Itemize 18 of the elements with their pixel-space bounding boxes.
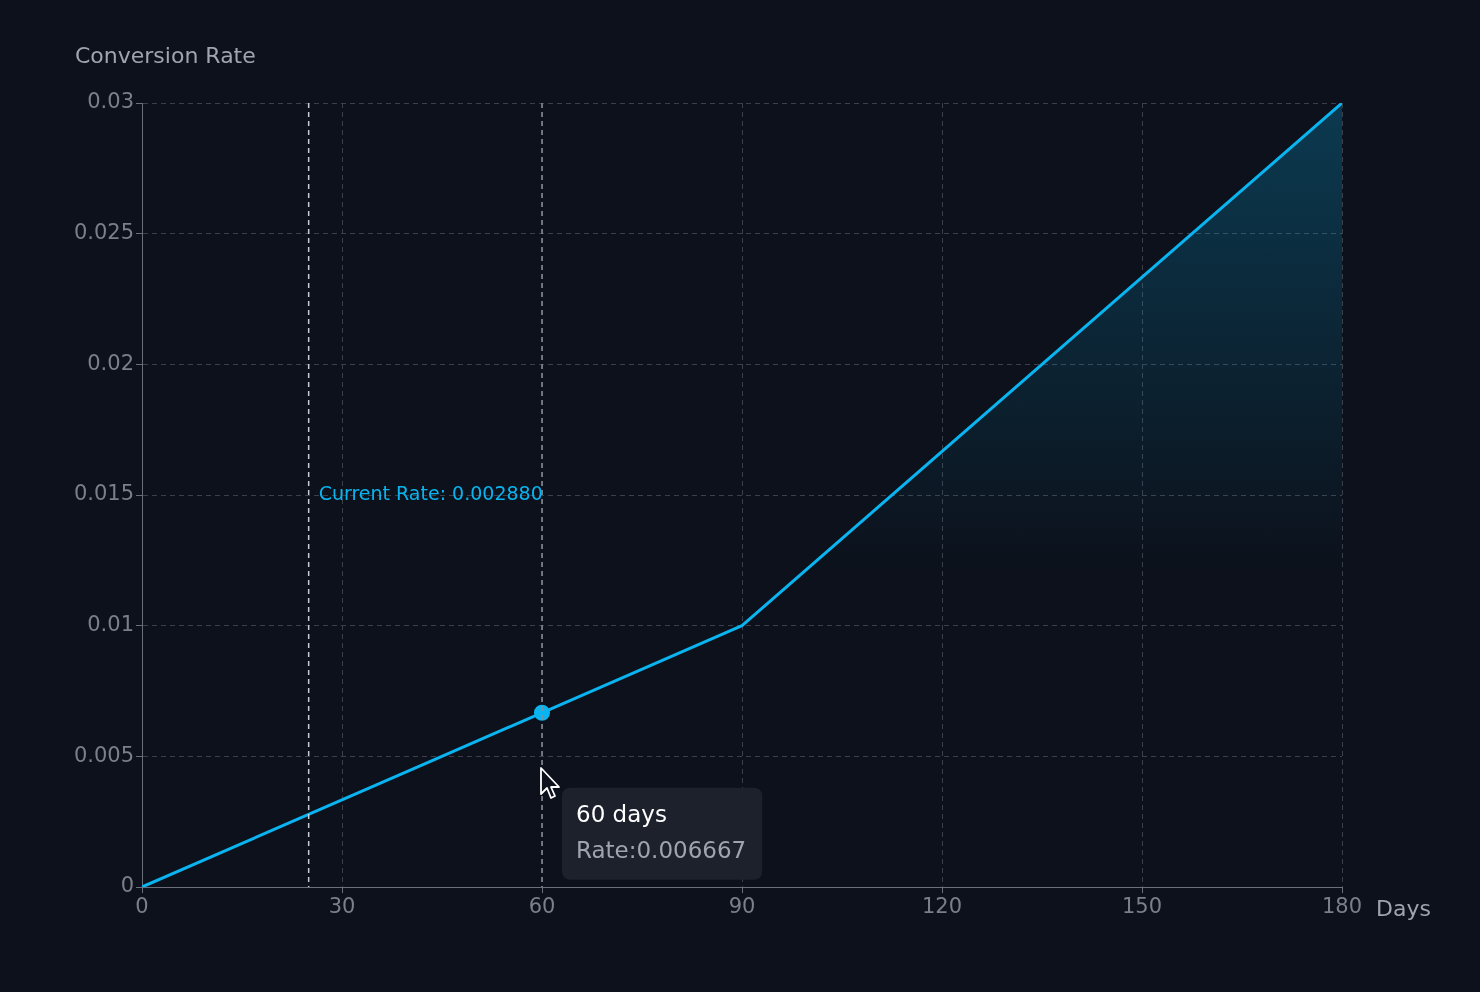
x-tick-label: 60 xyxy=(528,894,556,919)
x-tick-label: 120 xyxy=(921,894,963,919)
annotation: 60 days xyxy=(576,800,667,827)
y-tick-label: 0.025 xyxy=(73,220,134,245)
y-tick-label: 0.03 xyxy=(87,89,134,114)
x-tick-label: 30 xyxy=(328,894,356,919)
x-tick-label: 150 xyxy=(1121,894,1163,919)
y-axis-title: Conversion Rate xyxy=(75,42,256,68)
annotation: Rate:0.006667 xyxy=(576,836,747,863)
x-tick-label: 90 xyxy=(728,894,756,919)
y-tick-label: 0.01 xyxy=(87,612,134,637)
y-tick-label: 0 xyxy=(120,873,134,898)
x-tick-label: 180 xyxy=(1321,894,1363,919)
annotation: Current Rate: 0.002880 xyxy=(318,481,543,504)
x-axis-title: Days xyxy=(1376,895,1431,921)
y-tick-label: 0.015 xyxy=(73,481,134,506)
y-tick-label: 0.02 xyxy=(87,350,134,375)
y-tick-label: 0.005 xyxy=(73,742,134,767)
